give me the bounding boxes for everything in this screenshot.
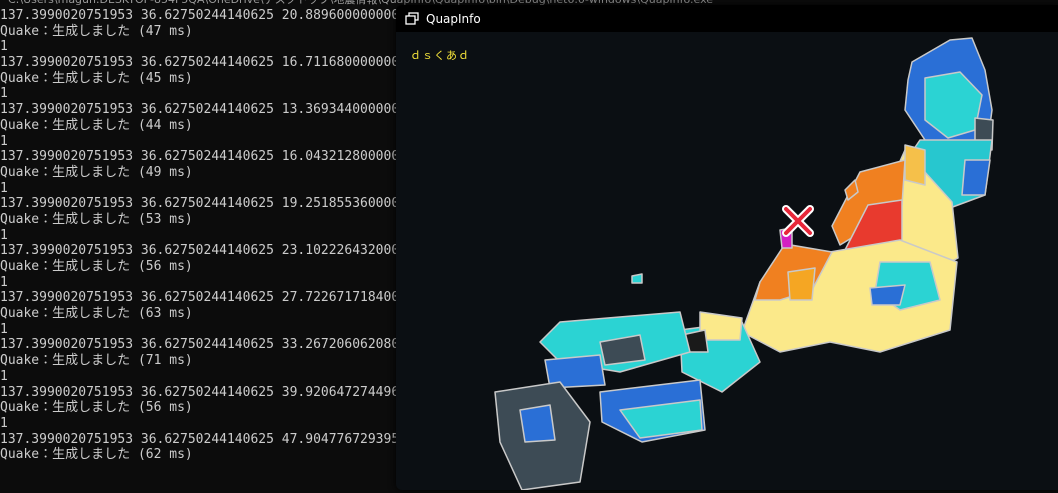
- console-line: Quake：生成しました (45 ms): [0, 70, 193, 86]
- console-line: 1: [0, 274, 8, 290]
- console-line: 137.3990020751953 36.62750244140625 19.2…: [0, 196, 400, 212]
- app-window: QuapInfo: [396, 5, 1058, 490]
- console-line: Quake：生成しました (49 ms): [0, 164, 193, 180]
- console-line: Quake：生成しました (63 ms): [0, 306, 193, 322]
- console-line: 1: [0, 368, 8, 384]
- console-line: Quake：生成しました (56 ms): [0, 259, 193, 274]
- app-icon: [405, 12, 419, 25]
- console-line: Quake：生成しました (47 ms): [0, 23, 193, 39]
- console-line: 1: [0, 133, 8, 149]
- console-line: Quake：生成しました (62 ms): [0, 447, 193, 463]
- title-bar: QuapInfo: [396, 5, 1058, 32]
- console-line: 137.3990020751953 36.62750244140625 20.8…: [0, 8, 400, 23]
- console-line: 1: [0, 227, 8, 243]
- console-title: C:\Users\magun.DESKTOP-854F5QA\OneDrive\…: [8, 0, 713, 6]
- console-line: 137.3990020751953 36.62750244140625 16.7…: [0, 55, 400, 71]
- console-line: 1: [0, 86, 8, 102]
- console-line: Quake：生成しました (53 ms): [0, 211, 193, 227]
- console-output: 137.3990020751953 36.62750244140625 20.8…: [0, 8, 399, 463]
- console-line: 137.3990020751953 36.62750244140625 33.2…: [0, 337, 400, 353]
- console-line: Quake：生成しました (44 ms): [0, 117, 193, 133]
- console-line: 137.3990020751953 36.62750244140625 47.9…: [0, 431, 400, 447]
- console-line: 1: [0, 39, 8, 55]
- console-line: 137.3990020751953 36.62750244140625 39.9…: [0, 384, 400, 400]
- console-line: 137.3990020751953 36.62750244140625 16.0…: [0, 149, 400, 165]
- console-line: 137.3990020751953 36.62750244140625 23.1…: [0, 243, 400, 259]
- console-line: Quake：生成しました (56 ms): [0, 400, 193, 416]
- console-line: 1: [0, 415, 8, 431]
- console-line: 137.3990020751953 36.62750244140625 27.7…: [0, 290, 400, 306]
- status-text: ｄｓくあｄ: [410, 49, 470, 62]
- console-line: 1: [0, 321, 8, 337]
- map: [494, 37, 994, 490]
- console-line: 1: [0, 180, 8, 196]
- console-line: 137.3990020751953 36.62750244140625 13.3…: [0, 102, 400, 118]
- window-title: QuapInfo: [426, 12, 481, 26]
- epicenter-marker: [782, 205, 814, 237]
- console-line: Quake：生成しました (71 ms): [0, 353, 193, 369]
